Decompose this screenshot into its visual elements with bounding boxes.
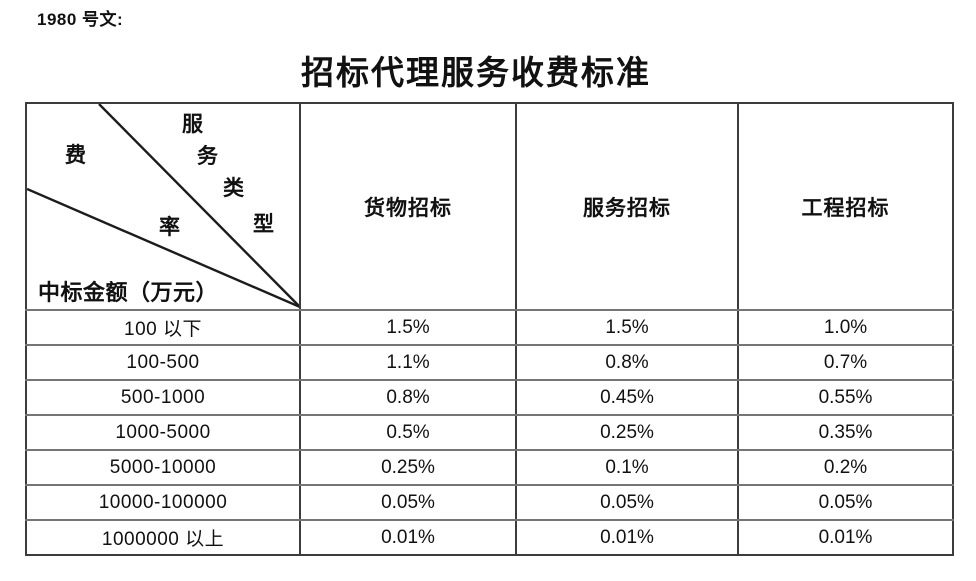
- table-header-row: 服 务 类 型 费 率 中标金额（万元） 货物招标 服务招标 工程招标: [25, 102, 954, 311]
- rate-cell: 1.5%: [515, 309, 739, 346]
- doc-number-label: 1980 号文:: [37, 10, 124, 29]
- rate-cell: 0.25%: [299, 449, 517, 486]
- service-type-char: 型: [253, 212, 274, 236]
- rate-cell: 1.5%: [299, 309, 517, 346]
- amount-range-cell: 1000000 以上: [25, 519, 301, 556]
- rate-cell: 0.2%: [737, 449, 954, 486]
- amount-range-cell: 5000-10000: [25, 449, 301, 486]
- rate-cell: 1.1%: [299, 344, 517, 381]
- diagonal-corner-wrap: 服 务 类 型 费 率 中标金额（万元）: [27, 104, 299, 309]
- rate-cell: 0.55%: [737, 379, 954, 416]
- table-row: 1000000 以上 0.01% 0.01% 0.01%: [25, 519, 954, 556]
- fee-standard-table: 服 务 类 型 费 率 中标金额（万元） 货物招标 服务招标 工程招标 100 …: [25, 102, 954, 556]
- diagonal-corner-cell: 服 务 类 型 费 率 中标金额（万元）: [25, 102, 301, 311]
- rate-cell: 0.8%: [299, 379, 517, 416]
- rate-cell: 1.0%: [737, 309, 954, 346]
- rate-cell: 0.7%: [737, 344, 954, 381]
- rate-cell: 0.01%: [737, 519, 954, 556]
- column-header-goods: 货物招标: [299, 102, 517, 311]
- rate-cell: 0.01%: [299, 519, 517, 556]
- service-type-char: 类: [223, 176, 244, 200]
- rate-cell: 0.05%: [515, 484, 739, 521]
- column-header-works: 工程招标: [737, 102, 954, 311]
- service-type-char: 务: [197, 144, 218, 168]
- page-title: 招标代理服务收费标准: [301, 56, 651, 92]
- amount-axis-label: 中标金额（万元）: [38, 280, 219, 305]
- rate-cell: 0.05%: [299, 484, 517, 521]
- rate-cell: 0.8%: [515, 344, 739, 381]
- table-row: 100-500 1.1% 0.8% 0.7%: [25, 344, 954, 381]
- rate-cell: 0.1%: [515, 449, 739, 486]
- rate-cell: 0.01%: [515, 519, 739, 556]
- rate-char: 费: [65, 143, 86, 167]
- diagonal-lines: [27, 104, 299, 308]
- amount-range-cell: 500-1000: [25, 379, 301, 416]
- service-type-char: 服: [182, 112, 203, 136]
- rate-cell: 0.5%: [299, 414, 517, 451]
- table-row: 100 以下 1.5% 1.5% 1.0%: [25, 309, 954, 346]
- rate-cell: 0.45%: [515, 379, 739, 416]
- rate-char: 率: [159, 215, 180, 239]
- table-row: 1000-5000 0.5% 0.25% 0.35%: [25, 414, 954, 451]
- amount-range-cell: 1000-5000: [25, 414, 301, 451]
- table-row: 500-1000 0.8% 0.45% 0.55%: [25, 379, 954, 416]
- rate-cell: 0.35%: [737, 414, 954, 451]
- amount-range-cell: 10000-100000: [25, 484, 301, 521]
- amount-range-cell: 100-500: [25, 344, 301, 381]
- column-header-service: 服务招标: [515, 102, 739, 311]
- table-row: 5000-10000 0.25% 0.1% 0.2%: [25, 449, 954, 486]
- rate-cell: 0.25%: [515, 414, 739, 451]
- amount-range-cell: 100 以下: [25, 309, 301, 346]
- rate-cell: 0.05%: [737, 484, 954, 521]
- table-row: 10000-100000 0.05% 0.05% 0.05%: [25, 484, 954, 521]
